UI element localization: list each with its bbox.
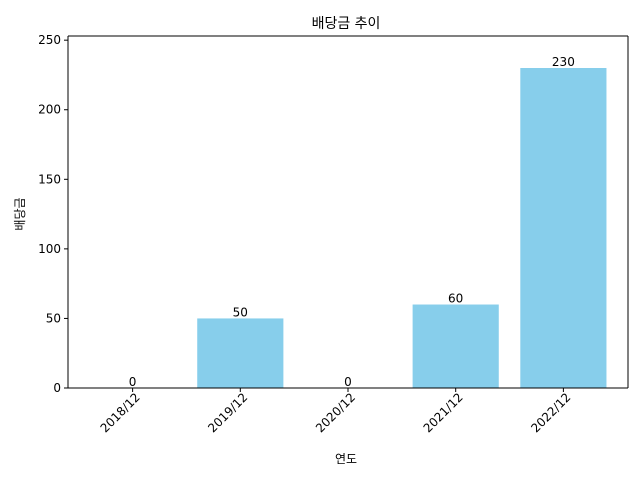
y-tick-label: 50 <box>46 311 61 325</box>
bar-data-label: 0 <box>344 375 352 389</box>
bar <box>520 68 607 388</box>
x-tick-label: 2021/12 <box>421 390 466 435</box>
y-tick-label: 250 <box>38 33 61 47</box>
y-tick-label: 150 <box>38 172 61 186</box>
x-ticks-group: 2018/12 2019/12 2020/12 2021/12 2022/12 <box>98 388 574 435</box>
axes-group <box>67 35 629 389</box>
chart-title: 배당금 추이 <box>312 16 381 32</box>
y-tick-label: 0 <box>53 381 61 395</box>
x-axis-label: 연도 <box>335 452 357 466</box>
y-axis-label: 배당금 <box>13 197 27 230</box>
y-tick-label: 100 <box>38 242 61 256</box>
data-labels-group: 0 50 0 60 230 <box>129 55 575 389</box>
x-tick-label: 2020/12 <box>313 390 358 435</box>
x-tick-label: 2022/12 <box>528 390 573 435</box>
y-tick-label: 200 <box>38 103 61 117</box>
bar-data-label: 230 <box>552 55 575 69</box>
bars-group <box>197 68 607 388</box>
bar <box>412 304 499 388</box>
bar-data-label: 50 <box>233 305 248 319</box>
bar-data-label: 60 <box>448 292 463 306</box>
x-tick-label: 2018/12 <box>98 390 143 435</box>
x-tick-label: 2019/12 <box>205 390 250 435</box>
bar <box>197 318 284 388</box>
y-ticks-group: 0 50 100 150 200 250 <box>38 33 68 395</box>
bar-data-label: 0 <box>129 375 137 389</box>
